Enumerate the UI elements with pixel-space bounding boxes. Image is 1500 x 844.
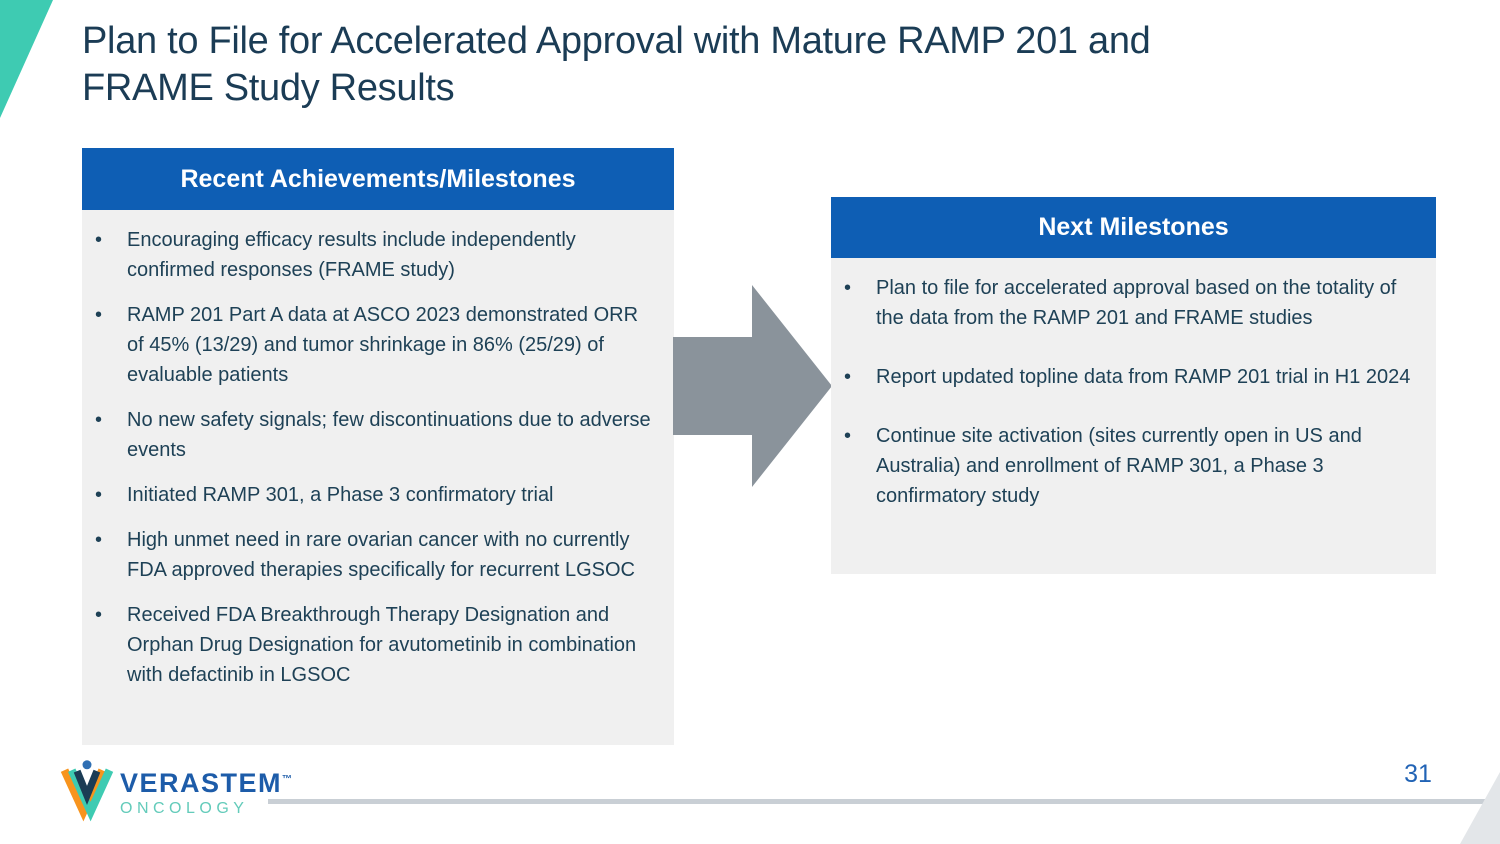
list-item: Received FDA Breakthrough Therapy Design… (95, 600, 654, 690)
list-item: Continue site activation (sites currentl… (844, 421, 1416, 511)
next-milestones-header: Next Milestones (831, 197, 1436, 258)
list-item: High unmet need in rare ovarian cancer w… (95, 525, 654, 585)
slide-title-line2: FRAME Study Results (82, 67, 455, 109)
list-item: Plan to file for accelerated approval ba… (844, 273, 1416, 333)
next-milestones-list: Plan to file for accelerated approval ba… (831, 258, 1436, 511)
logo-subtitle: ONCOLOGY (120, 800, 249, 817)
list-item: Initiated RAMP 301, a Phase 3 confirmato… (95, 480, 654, 510)
trademark-symbol: ™ (282, 774, 293, 785)
verastem-logo: VERASTEM™ ONCOLOGY (60, 756, 292, 824)
verastem-logo-mark-icon (60, 760, 114, 822)
recent-achievements-list: Encouraging efficacy results include ind… (82, 210, 674, 690)
teal-corner-decoration (0, 0, 53, 118)
list-item: No new safety signals; few discontinuati… (95, 405, 654, 465)
verastem-logo-text: VERASTEM™ ONCOLOGY (120, 756, 292, 817)
list-item: Encouraging efficacy results include ind… (95, 225, 654, 285)
next-milestones-body: Plan to file for accelerated approval ba… (831, 258, 1436, 574)
list-item: RAMP 201 Part A data at ASCO 2023 demons… (95, 300, 654, 390)
recent-achievements-header: Recent Achievements/Milestones (82, 148, 674, 210)
right-arrow-icon (673, 285, 832, 487)
footer-divider-line (268, 799, 1500, 804)
page-number: 31 (1404, 760, 1432, 788)
next-milestones-panel: Next Milestones Plan to file for acceler… (831, 197, 1436, 574)
gray-corner-decoration (1460, 772, 1500, 844)
recent-achievements-body: Encouraging efficacy results include ind… (82, 210, 674, 745)
slide-title-line1: Plan to File for Accelerated Approval wi… (82, 20, 1151, 62)
logo-company-name: VERASTEM™ (120, 768, 293, 798)
recent-achievements-panel: Recent Achievements/Milestones Encouragi… (82, 148, 674, 745)
list-item: Report updated topline data from RAMP 20… (844, 362, 1416, 392)
slide-title: Plan to File for Accelerated Approval wi… (82, 18, 1352, 112)
